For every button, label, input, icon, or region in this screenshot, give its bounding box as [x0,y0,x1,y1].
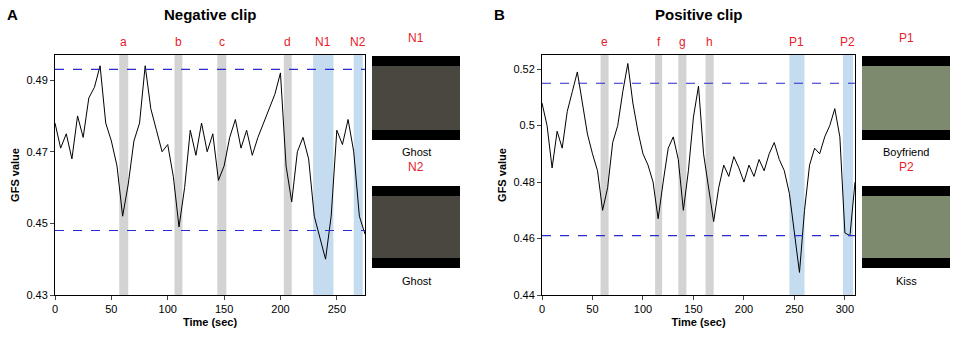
svg-text:100: 100 [634,303,652,315]
svg-text:50: 50 [105,303,117,315]
svg-text:h: h [706,35,713,49]
svg-text:f: f [657,35,661,49]
svg-text:0.44: 0.44 [513,289,534,301]
svg-text:250: 250 [328,303,346,315]
svg-text:N2: N2 [408,160,424,174]
svg-text:200: 200 [735,303,753,315]
svg-text:0.47: 0.47 [26,146,47,158]
svg-text:50: 50 [586,303,598,315]
svg-text:100: 100 [159,303,177,315]
svg-text:GFS value: GFS value [496,148,508,202]
svg-text:0: 0 [539,303,545,315]
svg-text:300: 300 [836,303,854,315]
svg-text:N2: N2 [350,35,366,49]
svg-text:c: c [219,35,225,49]
svg-text:d: d [284,35,291,49]
svg-text:g: g [679,35,686,49]
svg-text:Time (sec): Time (sec) [671,316,726,328]
svg-text:a: a [120,35,127,49]
svg-text:0.49: 0.49 [26,74,47,86]
svg-text:P2: P2 [840,35,855,49]
svg-text:0.46: 0.46 [513,232,534,244]
svg-text:Kiss: Kiss [896,275,917,287]
svg-text:0.45: 0.45 [26,217,47,229]
svg-text:0.5: 0.5 [520,119,535,131]
svg-text:N1: N1 [315,35,331,49]
svg-text:e: e [601,35,608,49]
svg-text:0.43: 0.43 [26,289,47,301]
svg-text:P1: P1 [899,31,914,45]
svg-text:0.48: 0.48 [513,176,534,188]
svg-text:250: 250 [785,303,803,315]
svg-text:P1: P1 [789,35,804,49]
svg-text:150: 150 [215,303,233,315]
svg-text:Time (sec): Time (sec) [183,316,238,328]
svg-text:0: 0 [52,303,58,315]
svg-text:150: 150 [684,303,702,315]
svg-text:b: b [175,35,182,49]
svg-text:N1: N1 [408,31,424,45]
svg-text:A: A [7,6,18,23]
svg-text:GFS value: GFS value [9,148,21,202]
svg-text:0.52: 0.52 [513,63,534,75]
svg-text:Boyfriend: Boyfriend [883,146,929,158]
svg-text:P2: P2 [899,160,914,174]
svg-text:Ghost: Ghost [402,146,431,158]
svg-text:Positive clip: Positive clip [655,6,743,23]
svg-text:B: B [494,6,505,23]
svg-text:Negative clip: Negative clip [164,6,257,23]
svg-text:200: 200 [271,303,289,315]
svg-text:Ghost: Ghost [402,275,431,287]
